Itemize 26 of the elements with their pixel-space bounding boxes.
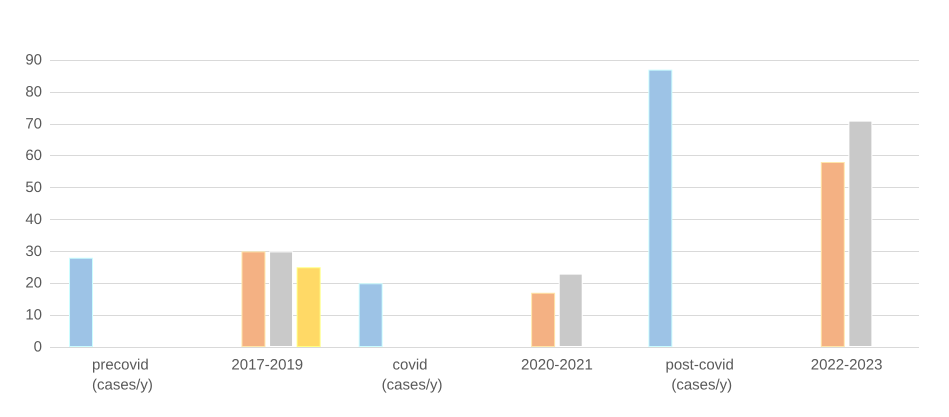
bar [848,120,872,347]
y-tick-label: 30 [25,242,42,260]
bar [648,70,672,347]
y-tick-label: 60 [25,147,42,164]
bar [69,258,94,347]
y-tick-label: 50 [25,179,42,196]
bar [820,162,845,347]
bar [269,251,294,347]
x-tick-label: post-covid (cases/y) [665,356,738,394]
x-tick-label: 2022-2023 [810,356,882,374]
bar [241,251,266,347]
bar [358,283,383,347]
bar [531,292,556,347]
x-tick-label: 2020-2021 [521,356,593,374]
y-tick-label: 90 [25,52,42,68]
y-tick-label: 70 [25,115,42,132]
y-tick-label: 0 [34,338,42,356]
y-tick-label: 10 [25,306,42,324]
x-tick-label: precovid (cases/y) [92,356,153,394]
bar [296,267,321,347]
x-tick-label: covid (cases/y) [382,356,443,394]
bar [558,274,583,347]
x-tick-label: 2017-2019 [231,356,304,374]
y-tick-label: 20 [25,274,42,292]
y-tick-label: 80 [25,83,42,100]
y-tick-label: 40 [25,210,42,228]
